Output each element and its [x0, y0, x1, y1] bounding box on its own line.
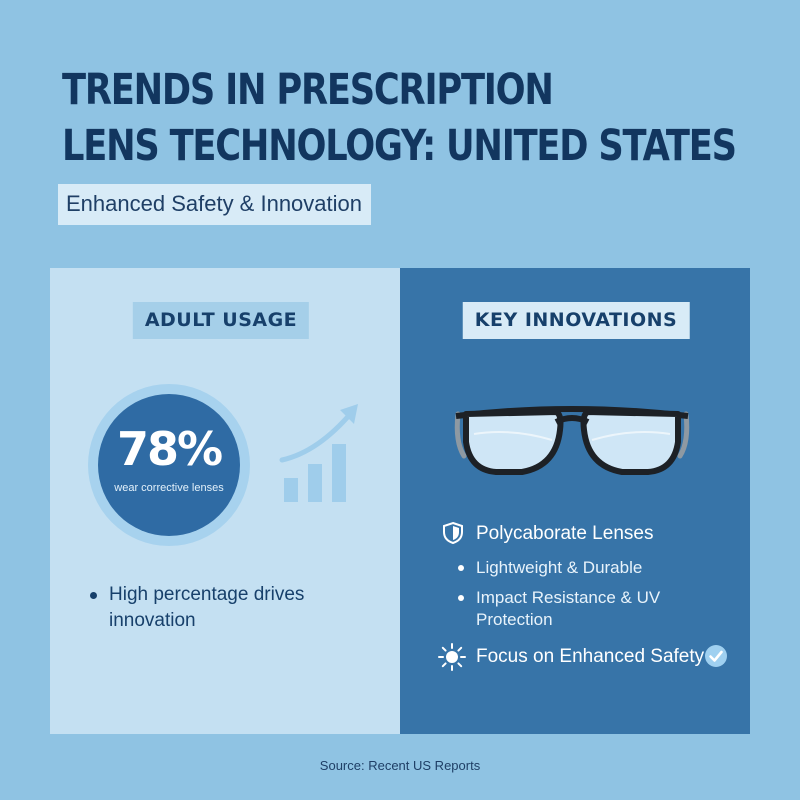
title-line-1: TRENDS IN PRESCRIPTION [62, 65, 554, 115]
usage-bullet: High percentage drives innovation [90, 582, 350, 634]
growth-chart-icon [279, 404, 358, 502]
sub-item-impact: Impact Resistance & UV Protection [458, 587, 688, 631]
sub-item-dot [458, 565, 464, 571]
stat-circle: 78% wear corrective lenses [88, 384, 250, 546]
stat-value: 78% [116, 422, 223, 476]
shield-icon [443, 521, 463, 545]
sub-item-lightweight: Lightweight & Durable [458, 557, 728, 579]
stat-label: wear corrective lenses [114, 482, 224, 494]
feature-enhanced-safety: Focus on Enhanced Safety [476, 646, 705, 667]
key-innovations-panel: KEY INNOVATIONS Polycaborate Lenses Ligh… [400, 268, 750, 734]
page-title: TRENDS IN PRESCRIPTION LENS TECHNOLOGY: … [62, 62, 737, 174]
adult-usage-panel: ADULT USAGE 78% wear corrective lenses H… [50, 268, 400, 734]
title-line-2: LENS TECHNOLOGY: UNITED STATES [62, 121, 737, 171]
adult-usage-heading: ADULT USAGE [132, 302, 310, 339]
sub-item-text: Impact Resistance & UV Protection [476, 588, 661, 629]
sub-item-dot [458, 595, 464, 601]
stat-circle-inner: 78% wear corrective lenses [98, 394, 240, 536]
check-circle-icon [705, 645, 727, 667]
eyeglasses-icon [454, 406, 690, 475]
bullet-dot [90, 592, 97, 599]
subtitle: Enhanced Safety & Innovation [58, 184, 371, 225]
sub-item-text: Lightweight & Durable [476, 558, 643, 577]
sun-icon [438, 643, 466, 671]
key-innovations-heading: KEY INNOVATIONS [462, 302, 690, 339]
usage-bullet-text: High percentage drives innovation [109, 584, 305, 631]
source-note: Source: Recent US Reports [319, 758, 481, 773]
feature-polycarbonate: Polycaborate Lenses [476, 523, 654, 544]
